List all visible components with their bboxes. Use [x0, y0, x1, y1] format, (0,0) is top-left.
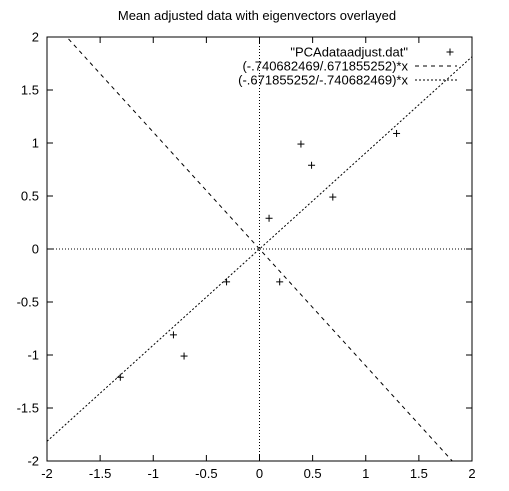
legend-label: (-.671855252/-.740682469)*x [238, 73, 408, 88]
x-tick-label: -2 [41, 466, 53, 481]
series-layer [47, 37, 472, 461]
legend-label: (-.740682469/.671855252)*x [242, 59, 408, 74]
data-point [265, 214, 273, 222]
x-tick-label: 1.5 [410, 466, 428, 481]
data-point [169, 331, 177, 339]
chart-title: Mean adjusted data with eigenvectors ove… [118, 8, 396, 23]
eigenvector-line-2 [47, 56, 472, 442]
plot-frame [46, 36, 473, 462]
eigenvector-line-1 [66, 37, 453, 461]
legend-label: "PCAdataadjust.dat" [290, 45, 408, 60]
y-tick-label: 1 [32, 136, 39, 151]
legend: "PCAdataadjust.dat"(-.740682469/.6718552… [238, 45, 457, 88]
y-tick-label: 2 [32, 30, 39, 45]
x-tick-label: 0 [256, 466, 263, 481]
data-point [276, 278, 284, 286]
legend-marker [446, 48, 454, 56]
data-point [223, 278, 231, 286]
x-tick-label: -0.5 [195, 466, 217, 481]
x-tick-label: 2 [468, 466, 475, 481]
data-point [308, 161, 316, 169]
x-tick-label: -1 [147, 466, 159, 481]
series-clip-group [47, 37, 472, 461]
data-point [297, 140, 305, 148]
data-point [393, 129, 401, 137]
data-point [329, 193, 337, 201]
data-point [180, 352, 188, 360]
data-point [116, 373, 124, 381]
y-tick-label: -0.5 [17, 295, 39, 310]
y-tick-label: 0 [32, 242, 39, 257]
x-tick-label: 0.5 [304, 466, 322, 481]
x-tick-label: 1 [362, 466, 369, 481]
x-tick-label: -1.5 [89, 466, 111, 481]
y-tick-label: 1.5 [21, 83, 39, 98]
axes: -2 -1.5 -1 -0.5 0 0.5 1 1.5 2 -2 -1.5 -1 -0.5 0 0.5 1 1.… [17, 30, 476, 482]
y-tick-label: 0.5 [21, 189, 39, 204]
y-tick-label: -1.5 [17, 401, 39, 416]
y-tick-label: -2 [27, 454, 39, 469]
y-tick-label: -1 [27, 348, 39, 363]
